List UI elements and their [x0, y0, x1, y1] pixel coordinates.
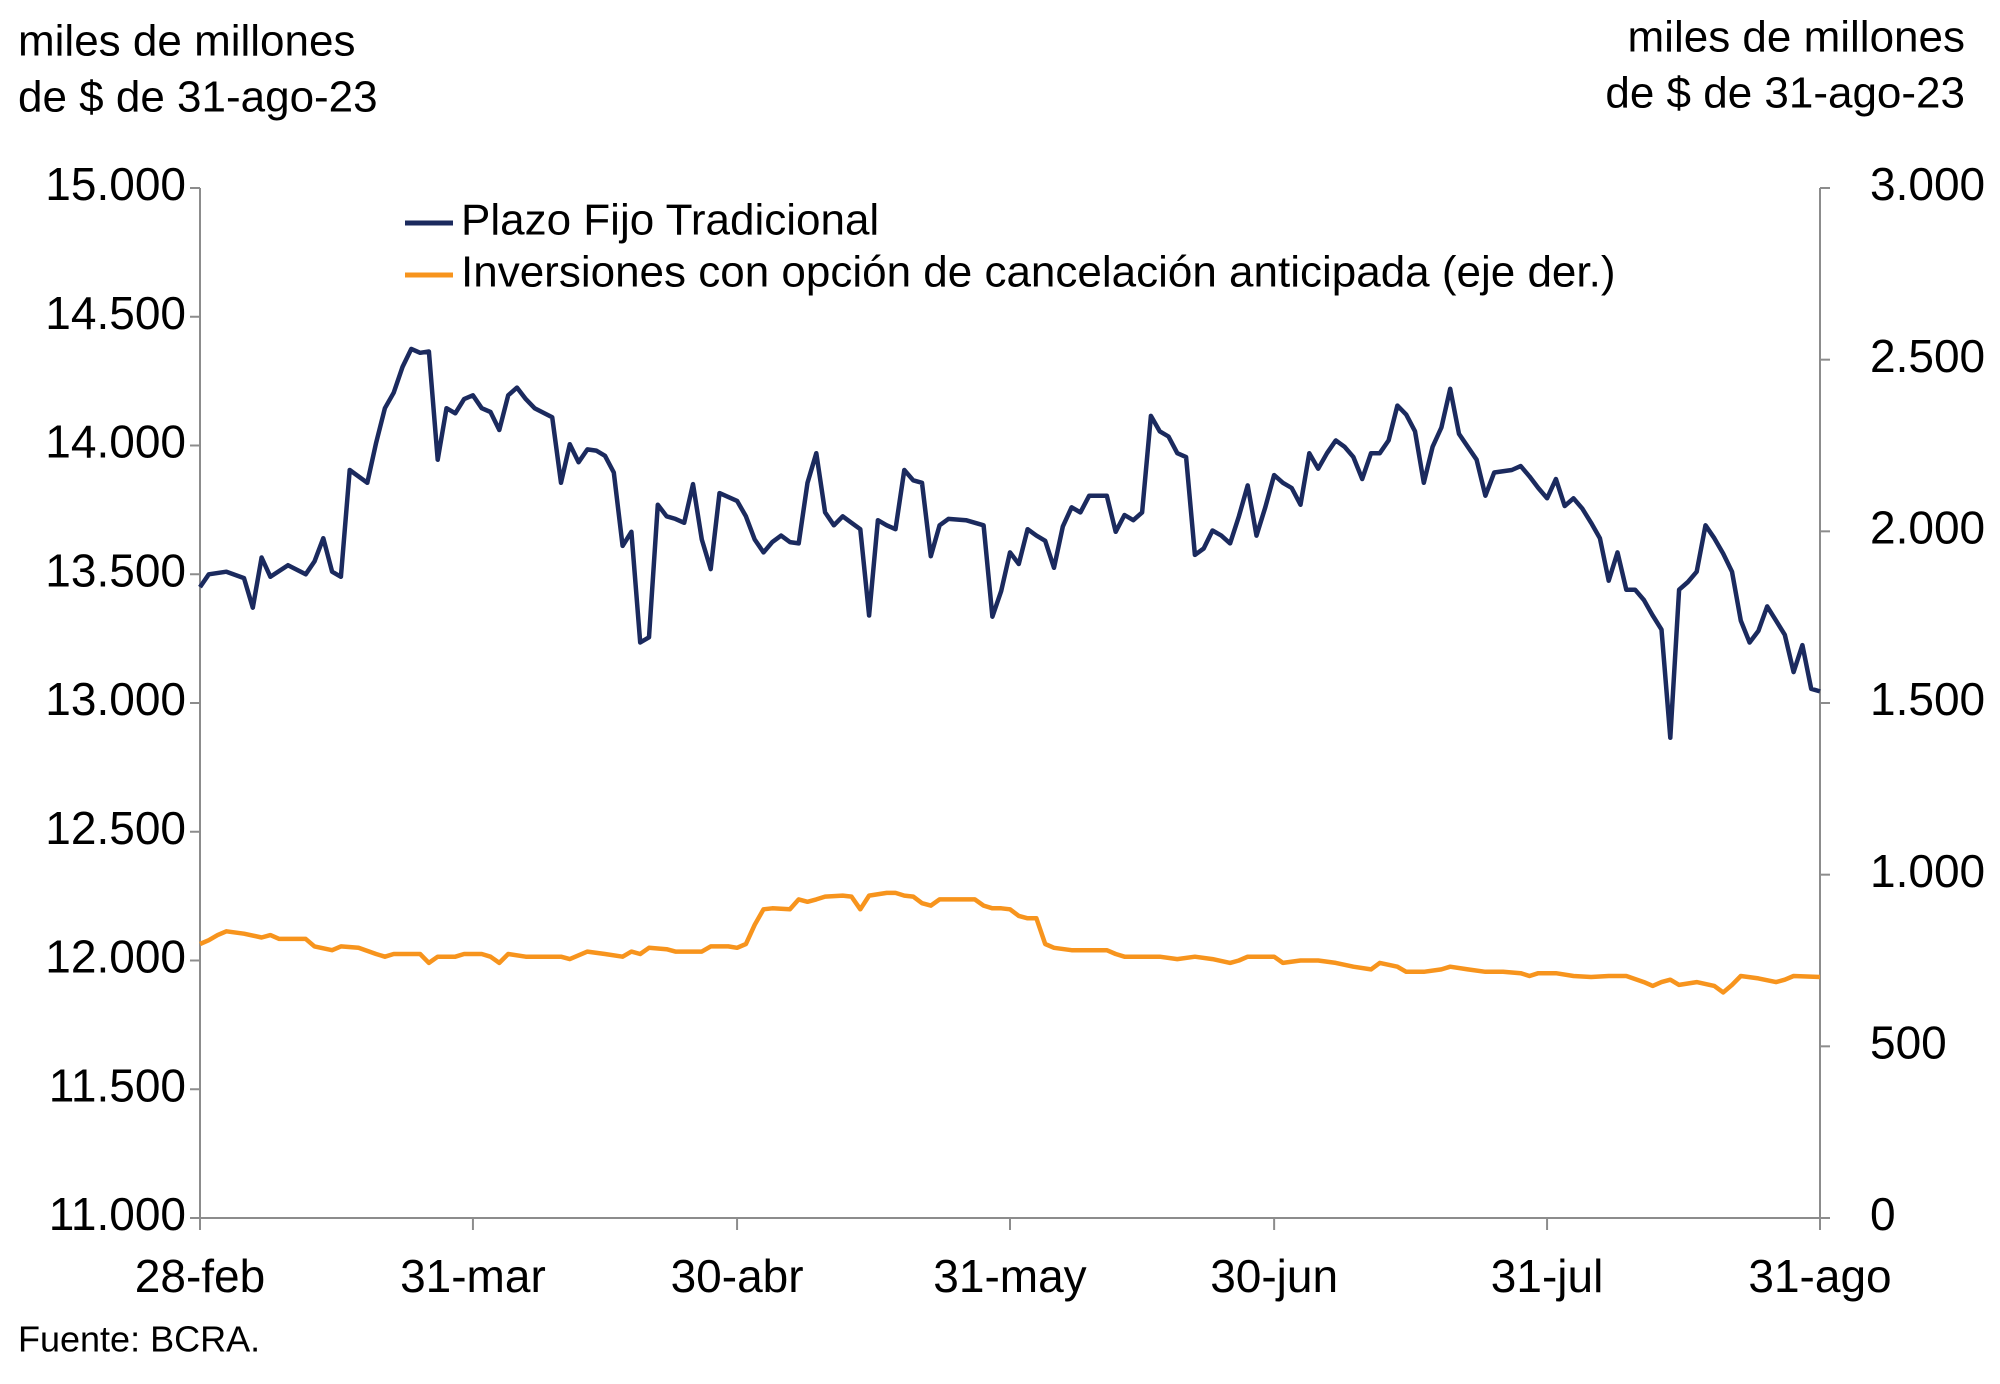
- y2-tick-label: 2.000: [1870, 501, 1985, 553]
- y-tick-label: 12.000: [45, 931, 186, 983]
- y2-tick-label: 500: [1870, 1016, 1947, 1068]
- y-axis-label: miles de millones: [18, 17, 355, 66]
- x-tick-label: 31-ago: [1748, 1250, 1891, 1302]
- y-axis-label: de $ de 31-ago-23: [18, 73, 378, 122]
- y2-axis-label: de $ de 31-ago-23: [1605, 69, 1965, 118]
- y-tick-label: 13.000: [45, 673, 186, 725]
- y-tick-label: 14.000: [45, 416, 186, 468]
- y2-axis-label: miles de millones: [1628, 13, 1965, 62]
- x-tick-label: 30-jun: [1210, 1250, 1338, 1302]
- y-tick-label: 15.000: [45, 158, 186, 210]
- y-tick-label: 13.500: [45, 544, 186, 596]
- y2-tick-label: 1.000: [1870, 845, 1985, 897]
- x-tick-label: 31-jul: [1491, 1250, 1604, 1302]
- y-tick-label: 11.000: [49, 1188, 186, 1240]
- data-line: [198, 346, 1821, 741]
- y-tick-label: 11.500: [49, 1059, 186, 1111]
- y2-tick-label: 0: [1870, 1188, 1896, 1240]
- y2-tick-label: 2.500: [1870, 330, 1985, 382]
- x-tick-label: 31-mar: [400, 1250, 546, 1302]
- source-note: Fuente: BCRA.: [18, 1319, 260, 1360]
- legend-label: Inversiones con opción de cancelación an…: [461, 248, 1616, 297]
- x-tick-label: 28-feb: [135, 1250, 265, 1302]
- y-tick-label: 14.500: [45, 287, 186, 339]
- y2-tick-label: 3.000: [1870, 158, 1985, 210]
- y-tick-label: 12.500: [45, 802, 186, 854]
- data-line: [199, 890, 1821, 995]
- x-tick-label: 31-may: [933, 1250, 1086, 1302]
- x-tick-label: 30-abr: [671, 1250, 804, 1302]
- legend-label: Plazo Fijo Tradicional: [461, 196, 879, 245]
- y2-tick-label: 1.500: [1870, 673, 1985, 725]
